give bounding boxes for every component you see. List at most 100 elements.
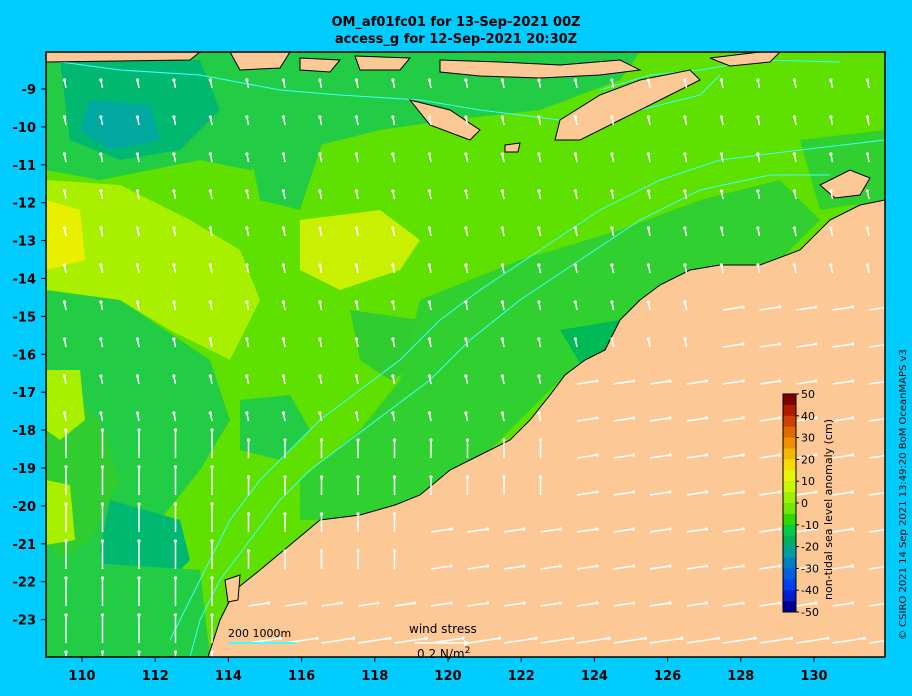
wind-arrow-head	[100, 613, 105, 617]
wind-arrow-head	[756, 189, 760, 193]
wind-arrow-head	[610, 337, 614, 341]
colorbar-tick-label: 40	[801, 410, 815, 423]
wind-arrow	[467, 602, 488, 607]
wind-arrow-head	[887, 490, 890, 493]
wind-arrow	[868, 639, 885, 644]
wind-arrow-head	[887, 342, 890, 345]
wind-arrow-head	[245, 189, 249, 193]
wind-arrow	[722, 565, 744, 570]
wind-arrow	[649, 637, 683, 644]
lat-tick-label: -22	[13, 576, 37, 591]
wind-arrow-head	[99, 300, 103, 304]
wind-arrow-head	[865, 152, 870, 156]
wind-arrow	[832, 343, 853, 348]
wind-arrow-head	[100, 465, 105, 469]
lombok-island	[299, 57, 342, 73]
wind-arrow-head	[62, 263, 66, 267]
wind-arrow	[649, 417, 671, 422]
scale-bar-label: 200 1000m	[228, 627, 291, 640]
wind-arrow-head	[741, 342, 745, 346]
wind-arrow-head	[318, 152, 322, 156]
wind-arrow-head	[522, 527, 526, 531]
wind-arrow-head	[668, 564, 672, 568]
wind-arrow-head	[899, 674, 902, 677]
wind-arrow-head	[777, 342, 782, 346]
wind-arrow	[430, 565, 452, 570]
wind-arrow-head	[887, 601, 890, 604]
australia-landmass	[207, 199, 885, 657]
wind-arrow	[869, 675, 901, 680]
wind-arrow-head	[534, 636, 538, 640]
wind-arrow-head	[631, 416, 636, 420]
wind-arrow-head	[814, 564, 818, 568]
wind-arrow	[284, 602, 306, 607]
wind-arrow	[795, 454, 817, 459]
wind-arrow-head	[719, 115, 724, 119]
colorbar-segment	[783, 459, 796, 471]
wind-arrow	[649, 565, 671, 570]
sumbawa-island	[354, 55, 412, 71]
wind-arrow-head	[354, 152, 358, 156]
wind-arrow-head	[683, 263, 687, 267]
colorbar-segment	[783, 437, 796, 449]
wind-arrow	[795, 528, 817, 533]
wind-arrow-head	[829, 115, 833, 119]
lat-tick-label: -19	[13, 462, 37, 477]
wind-arrow-head	[537, 189, 541, 193]
colorbar-segment	[783, 415, 796, 428]
wind-arrow-head	[354, 374, 358, 378]
wind-arrow-head	[814, 342, 818, 346]
wind-arrow-head	[246, 512, 251, 516]
wind-arrow-head	[245, 337, 249, 341]
lon-tick-label: 110	[68, 669, 95, 684]
wind-arrow-head	[704, 490, 709, 494]
wind-arrow-head	[537, 226, 541, 230]
bathymetry-contours	[46, 59, 885, 657]
wind-arrow-head	[485, 527, 490, 531]
wind-arrow	[576, 491, 598, 496]
wind-arrow-head	[497, 636, 502, 640]
wind-arrow-head	[427, 263, 431, 267]
wind-arrow-head	[352, 674, 355, 677]
wind-arrow-head	[741, 490, 745, 494]
wind-arrow-head	[64, 539, 68, 543]
longitude-axis: 110 112 114 116 118 120 122 124 126 128 130	[68, 657, 828, 684]
wind-arrow	[321, 637, 354, 644]
wind-arrow-head	[464, 115, 468, 119]
lat-tick-label: -17	[13, 386, 37, 401]
wind-arrow	[576, 380, 598, 385]
lon-tick-label: 114	[215, 669, 242, 684]
wind-arrow-head	[865, 115, 870, 119]
wind-arrow-head	[534, 674, 537, 677]
wind-arrow-head	[245, 300, 249, 304]
wind-arrow-head	[391, 337, 395, 341]
wind-arrow-head	[829, 226, 833, 230]
lat-tick-label: -13	[13, 235, 37, 250]
wind-arrow	[795, 417, 817, 422]
wind-arrow-head	[427, 411, 431, 415]
wind-arrow-head	[610, 263, 614, 267]
wind-arrow	[613, 602, 634, 607]
wind-arrow-head	[850, 490, 855, 494]
colorbar-segment	[783, 481, 796, 493]
wind-arrow-head	[814, 305, 818, 309]
wind-arrow	[394, 637, 427, 644]
wind-arrow	[832, 417, 853, 422]
wind-arrow-head	[100, 502, 105, 506]
wind-arrow-head	[172, 337, 176, 341]
wind-arrow-head	[570, 636, 575, 640]
wind-arrow-head	[595, 490, 599, 494]
wind-arrow-head	[427, 337, 431, 341]
wind-arrow-head	[424, 636, 429, 640]
wind-arrow-head	[610, 115, 614, 119]
wind-arrow-head	[829, 189, 833, 193]
wind-arrow-head	[595, 601, 599, 605]
wind-arrow-head	[865, 189, 870, 193]
wind-arrow-head	[339, 601, 344, 605]
wind-arrow	[322, 675, 354, 680]
wind-arrow-head	[683, 78, 687, 82]
wind-arrow-head	[668, 453, 672, 457]
wind-arrow-head	[644, 674, 647, 677]
wind-arrow-head	[756, 115, 760, 119]
wind-arrow-head	[573, 78, 578, 82]
